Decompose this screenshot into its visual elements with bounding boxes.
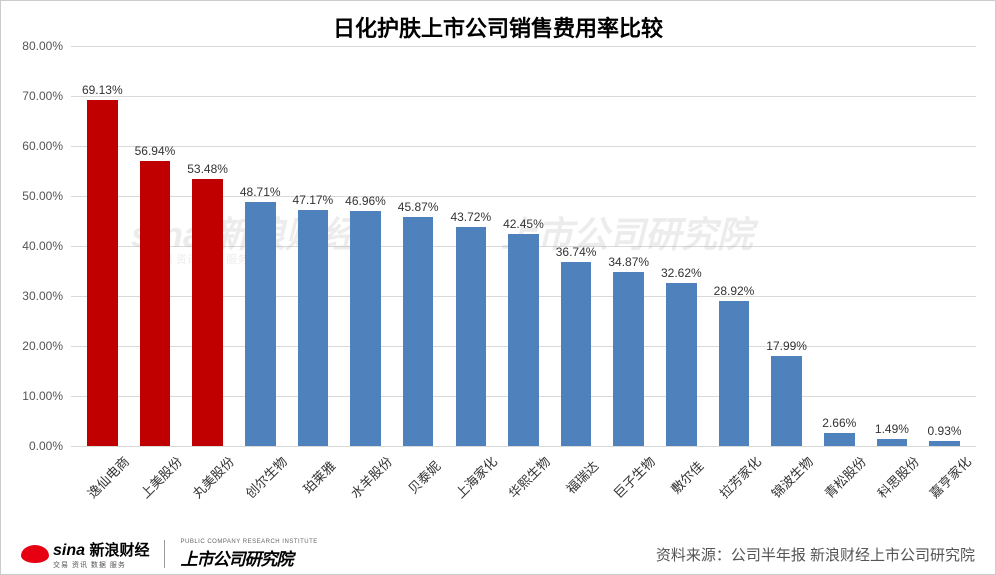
- bar: [192, 179, 223, 446]
- bar-group: 47.17%: [287, 46, 340, 446]
- bar-value-label: 43.72%: [450, 210, 491, 224]
- institute-cn: 上市公司研究院: [180, 545, 292, 570]
- bar-value-label: 42.45%: [503, 217, 544, 231]
- y-tick-label: 50.00%: [22, 189, 63, 203]
- bars-area: 69.13% 56.94% 53.48% 48.71% 47.17% 46.96% 45.8…: [71, 46, 976, 446]
- bar-group: 34.87%: [602, 46, 655, 446]
- bar-value-label: 34.87%: [608, 255, 649, 269]
- bar: [666, 283, 697, 446]
- y-tick-label: 20.00%: [22, 339, 63, 353]
- bar: [877, 439, 908, 446]
- footer: sina 新浪财经 交易 资讯 数据 服务 PUBLIC COMPANY RES…: [1, 534, 995, 574]
- bar-group: 46.96%: [339, 46, 392, 446]
- bar: [298, 210, 329, 446]
- bar-value-label: 46.96%: [345, 194, 386, 208]
- bar-group: 1.49%: [866, 46, 919, 446]
- chart-title: 日化护肤上市公司销售费用率比较: [1, 1, 995, 43]
- y-tick-label: 70.00%: [22, 89, 63, 103]
- institute-logo: PUBLIC COMPANY RESEARCH INSTITUTE 上市公司研究…: [180, 539, 317, 570]
- bar-group: 17.99%: [760, 46, 813, 446]
- bar-value-label: 17.99%: [766, 339, 807, 353]
- bar: [719, 301, 750, 446]
- y-tick-label: 0.00%: [29, 439, 63, 453]
- bar: [508, 234, 539, 446]
- bar: [824, 433, 855, 446]
- y-tick-label: 80.00%: [22, 39, 63, 53]
- sina-cn: 新浪财经: [89, 542, 149, 559]
- x-axis: 逸仙电商上美股份丸美股份创尔生物珀莱雅水羊股份贝泰妮上海家化华熙生物福瑞达巨子生…: [71, 446, 976, 526]
- bar: [771, 356, 802, 446]
- bar-group: 53.48%: [181, 46, 234, 446]
- y-tick-label: 10.00%: [22, 389, 63, 403]
- bar-group: 42.45%: [497, 46, 550, 446]
- bar-group: 28.92%: [708, 46, 761, 446]
- bar-group: 56.94%: [129, 46, 182, 446]
- bar-group: 43.72%: [444, 46, 497, 446]
- y-axis: 0.00%10.00%20.00%30.00%40.00%50.00%60.00…: [1, 46, 71, 446]
- bar-group: 0.93%: [918, 46, 971, 446]
- bar: [350, 211, 381, 446]
- bar-group: 32.62%: [655, 46, 708, 446]
- bar-value-label: 0.93%: [928, 424, 962, 438]
- bar-group: 2.66%: [813, 46, 866, 446]
- sina-en: sina: [53, 542, 85, 559]
- bar-value-label: 48.71%: [240, 185, 281, 199]
- bar-value-label: 56.94%: [135, 144, 176, 158]
- bar: [87, 100, 118, 446]
- y-tick-label: 30.00%: [22, 289, 63, 303]
- sina-eye-icon: [21, 545, 49, 563]
- bar-value-label: 47.17%: [293, 193, 334, 207]
- bar-group: 36.74%: [550, 46, 603, 446]
- bar: [140, 161, 171, 446]
- chart-container: 日化护肤上市公司销售费用率比较 0.00% 10.00% 20.00% 30.00% 4…: [0, 0, 996, 575]
- source-text: 资料来源：公司半年报 新浪财经上市公司研究院: [656, 544, 975, 565]
- bar-group: 48.71%: [234, 46, 287, 446]
- bar-value-label: 45.87%: [398, 200, 439, 214]
- bar: [561, 262, 592, 446]
- bar-value-label: 28.92%: [714, 284, 755, 298]
- bar: [613, 272, 644, 446]
- sina-sub: 交易 资讯 数据 服务: [53, 560, 149, 570]
- bar-value-label: 36.74%: [556, 245, 597, 259]
- y-tick-label: 60.00%: [22, 139, 63, 153]
- bar: [456, 227, 487, 446]
- bar-value-label: 32.62%: [661, 266, 702, 280]
- bar-value-label: 69.13%: [82, 83, 123, 97]
- sina-text-block: sina 新浪财经 交易 资讯 数据 服务: [53, 539, 149, 570]
- bar-group: 45.87%: [392, 46, 445, 446]
- bar-value-label: 2.66%: [822, 416, 856, 430]
- bar-group: 69.13%: [76, 46, 129, 446]
- y-tick-label: 40.00%: [22, 239, 63, 253]
- footer-left: sina 新浪财经 交易 资讯 数据 服务 PUBLIC COMPANY RES…: [21, 539, 318, 570]
- bar-value-label: 53.48%: [187, 162, 228, 176]
- sina-logo: sina 新浪财经 交易 资讯 数据 服务: [21, 539, 149, 570]
- plot-area: sina 新浪财经 交易 资讯 数据 服务 上市公司研究院 69.13%56.9…: [71, 46, 976, 446]
- footer-divider: [164, 540, 165, 568]
- bar: [245, 202, 276, 446]
- bar: [403, 217, 434, 446]
- bar-value-label: 1.49%: [875, 422, 909, 436]
